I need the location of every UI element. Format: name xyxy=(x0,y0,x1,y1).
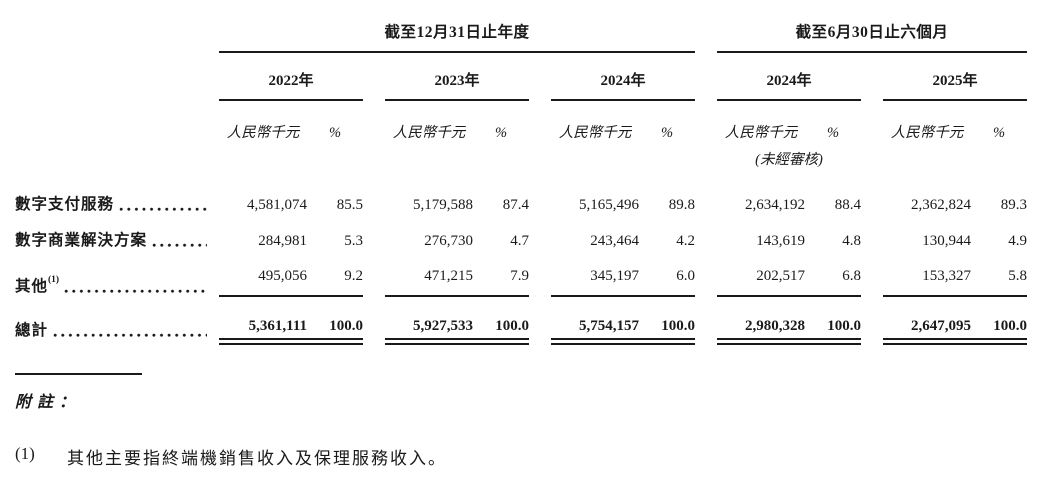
total-percent: 100.0 xyxy=(473,318,529,345)
total-percent: 100.0 xyxy=(971,318,1028,345)
cell-amount: 276,730 xyxy=(424,233,473,249)
unit-header: 人民幣千元 xyxy=(890,125,964,141)
percent-header: % xyxy=(992,125,1006,141)
table-row: 數字支付服務 4,581,074 85.5 5,179,588 87.4 5,1… xyxy=(15,172,1027,214)
percent-header: % xyxy=(826,125,840,141)
unit-header: 人民幣千元 xyxy=(392,125,466,141)
year-header-2025-interim: 2025年 xyxy=(883,52,1028,101)
notes-heading: 附註： xyxy=(15,394,82,411)
row-label: 其他 xyxy=(15,278,49,295)
cell-percent: 6.0 xyxy=(639,250,696,297)
year-header-2024-interim: 2024年 xyxy=(717,52,862,101)
total-amount: 5,754,157 xyxy=(551,318,639,345)
cell-percent: 5.8 xyxy=(971,250,1028,297)
dot-leader xyxy=(152,243,207,248)
cell-percent: 4.7 xyxy=(510,233,529,249)
cell-amount: 284,981 xyxy=(258,233,307,249)
cell-percent: 89.3 xyxy=(1000,197,1028,213)
cell-percent: 87.4 xyxy=(502,197,529,213)
unaudited-row: (未經審核) xyxy=(15,144,1027,172)
cell-percent: 89.8 xyxy=(668,197,696,213)
cell-amount: 153,327 xyxy=(883,250,972,297)
total-amount: 2,647,095 xyxy=(883,318,972,345)
group-header-annual: 截至12月31日止年度 xyxy=(219,12,696,53)
cell-percent: 5.3 xyxy=(344,233,363,249)
unit-header: 人民幣千元 xyxy=(724,125,798,141)
total-percent: 100.0 xyxy=(639,318,696,345)
row-label: 總計 xyxy=(15,322,49,339)
cell-amount: 2,362,824 xyxy=(911,197,972,213)
footnote-text: 其他主要指終端機銷售收入及保理服務收入。 xyxy=(67,449,447,468)
total-percent: 100.0 xyxy=(307,318,363,345)
unit-header-row: 人民幣千元 % 人民幣千元 % 人民幣千元 % 人民幣千元 % 人民幣千元 % xyxy=(15,100,1027,144)
group-header-interim: 截至6月30日止六個月 xyxy=(717,12,1028,53)
dot-leader xyxy=(53,333,207,338)
percent-header: % xyxy=(660,125,674,141)
total-amount: 5,361,111 xyxy=(219,318,307,345)
cell-amount: 5,179,588 xyxy=(413,197,473,213)
cell-percent: 7.9 xyxy=(473,250,529,297)
dot-leader xyxy=(119,207,207,212)
year-header-2023: 2023年 xyxy=(385,52,529,101)
cell-percent: 88.4 xyxy=(834,197,862,213)
table-row: 數字商業解決方案 284,981 5.3 276,730 4.7 243,464… xyxy=(15,214,1027,250)
table-row: 其他 (1) 495,056 9.2 471,215 7.9 345,197 6.… xyxy=(15,250,1028,297)
period-group-header-row: 截至12月31日止年度 截至6月30日止六個月 xyxy=(15,12,1028,53)
year-header-row: 2022年 2023年 2024年 2024年 2025年 xyxy=(15,52,1028,101)
cell-percent: 9.2 xyxy=(307,250,363,297)
percent-header: % xyxy=(494,125,508,141)
year-header-2024: 2024年 xyxy=(551,52,696,101)
footnote-rule xyxy=(15,373,142,375)
cell-percent: 4.8 xyxy=(842,233,862,249)
footnote-marker: (1) xyxy=(48,275,60,285)
document-page: 截至12月31日止年度 截至6月30日止六個月 2022年 2023年 2024… xyxy=(15,12,1040,469)
total-amount: 5,927,533 xyxy=(385,318,473,345)
cell-amount: 130,944 xyxy=(922,233,972,249)
row-label: 數字支付服務 xyxy=(15,196,115,213)
row-label: 數字商業解決方案 xyxy=(15,232,148,249)
cell-amount: 345,197 xyxy=(551,250,639,297)
year-header-2022: 2022年 xyxy=(219,52,363,101)
unaudited-note: (未經審核) xyxy=(755,151,823,168)
percent-header: % xyxy=(328,125,342,141)
cell-percent: 4.9 xyxy=(1008,233,1028,249)
cell-amount: 243,464 xyxy=(590,233,639,249)
unit-header: 人民幣千元 xyxy=(226,125,300,141)
unit-header: 人民幣千元 xyxy=(558,125,632,141)
dot-leader xyxy=(64,289,207,294)
footnote-marker: (1) xyxy=(15,444,35,463)
cell-percent: 85.5 xyxy=(336,197,363,213)
footnote-item: (1) 其他主要指終端機銷售收入及保理服務收入。 xyxy=(15,444,1040,469)
cell-percent: 6.8 xyxy=(805,250,862,297)
cell-amount: 471,215 xyxy=(385,250,473,297)
total-amount: 2,980,328 xyxy=(717,318,806,345)
cell-amount: 202,517 xyxy=(717,250,806,297)
revenue-breakdown-table: 截至12月31日止年度 截至6月30日止六個月 2022年 2023年 2024… xyxy=(15,12,1028,345)
cell-amount: 143,619 xyxy=(756,233,806,249)
total-row: 總計 5,361,111 100.0 5,927,533 100.0 5,754… xyxy=(15,296,1028,345)
cell-amount: 5,165,496 xyxy=(579,197,639,213)
cell-amount: 2,634,192 xyxy=(745,197,806,213)
total-percent: 100.0 xyxy=(805,318,862,345)
cell-amount: 4,581,074 xyxy=(247,197,307,213)
cell-percent: 4.2 xyxy=(676,233,696,249)
cell-amount: 495,056 xyxy=(219,250,307,297)
